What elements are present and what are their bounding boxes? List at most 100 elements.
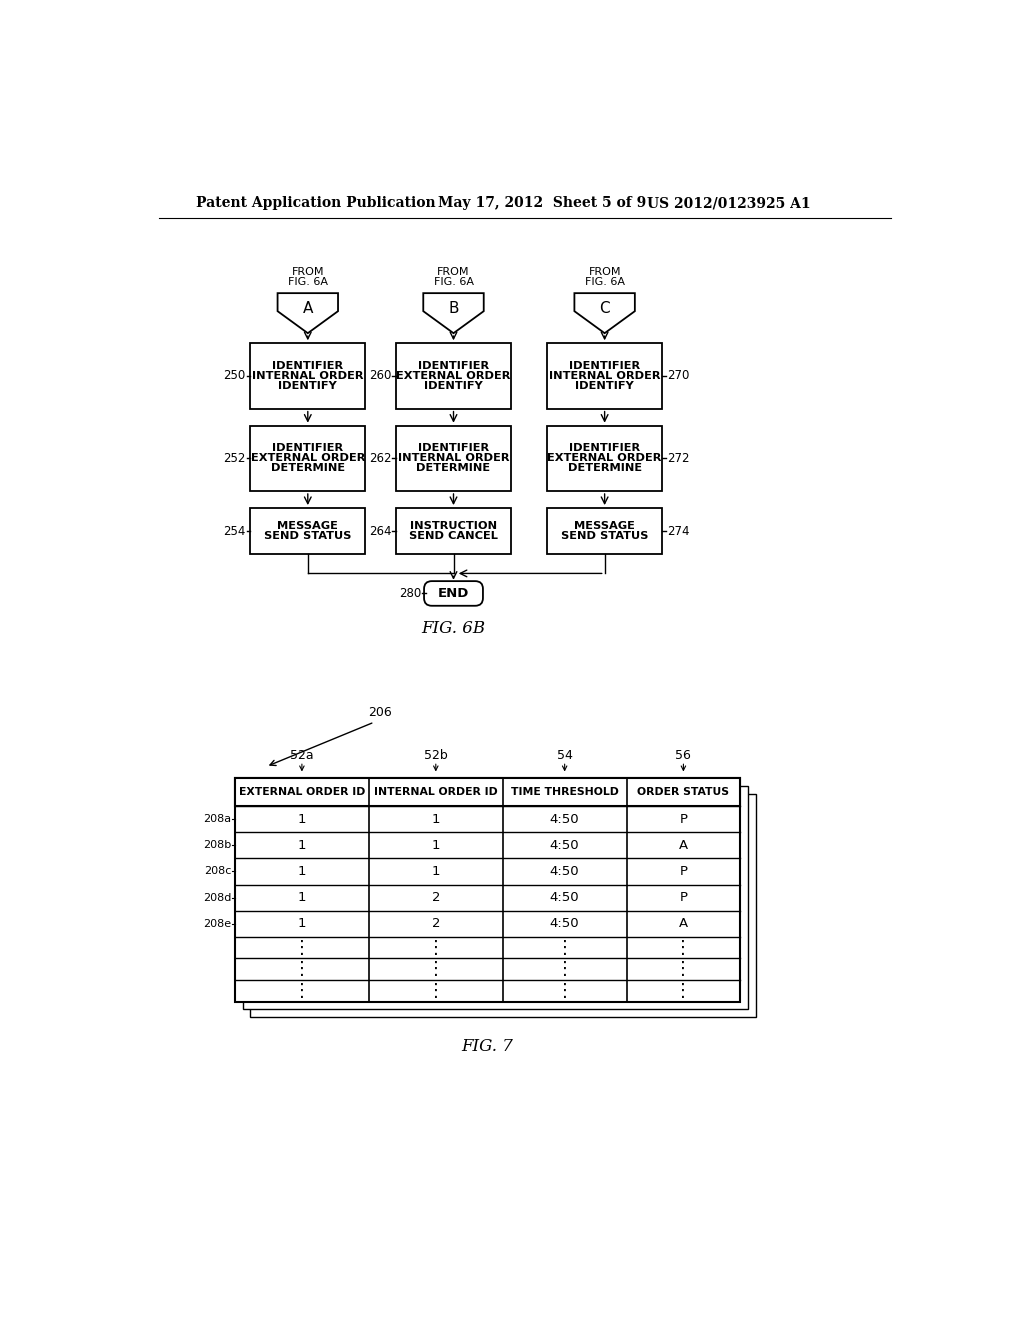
Text: FROM: FROM [589,268,621,277]
Text: 208c: 208c [204,866,231,876]
Text: DETERMINE: DETERMINE [417,463,490,474]
Text: 272: 272 [667,451,689,465]
Text: 208a: 208a [203,814,231,824]
Text: FROM: FROM [437,268,470,277]
Text: IDENTIFIER: IDENTIFIER [569,444,640,453]
Text: IDENTIFIER: IDENTIFIER [272,360,343,371]
Text: 274: 274 [667,524,689,537]
Text: 52a: 52a [290,748,313,762]
Polygon shape [574,293,635,333]
Text: FROM: FROM [292,268,324,277]
Text: A: A [679,917,688,931]
Text: 270: 270 [667,370,689,383]
Text: 254: 254 [223,524,246,537]
Text: 264: 264 [369,524,391,537]
Text: 1: 1 [431,838,440,851]
Bar [251,793,756,1016]
Bar [251,425,366,491]
Text: SEND CANCEL: SEND CANCEL [409,531,498,541]
Bar [243,785,748,1010]
Bar [234,779,740,807]
Text: 208b: 208b [203,841,231,850]
Text: IDENTIFIER: IDENTIFIER [418,444,489,453]
Bar [547,425,662,491]
Text: 1: 1 [298,813,306,825]
Text: EXTERNAL ORDER: EXTERNAL ORDER [396,371,511,381]
Text: INTERNAL ORDER: INTERNAL ORDER [397,453,509,463]
Text: FIG. 7: FIG. 7 [462,1038,514,1055]
Text: A: A [303,301,313,315]
Text: P: P [679,891,687,904]
Text: FIG. 6A: FIG. 6A [433,277,473,288]
Text: 252: 252 [223,451,246,465]
Text: 280: 280 [398,587,421,601]
Text: 1: 1 [431,865,440,878]
Text: IDENTIFY: IDENTIFY [424,381,483,391]
Text: ⋮: ⋮ [427,960,444,978]
Text: ⋮: ⋮ [675,982,692,999]
Text: 2: 2 [431,891,440,904]
Text: 1: 1 [298,917,306,931]
Bar [547,343,662,409]
Text: FIG. 6A: FIG. 6A [585,277,625,288]
Text: MESSAGE: MESSAGE [278,521,338,531]
Text: 4:50: 4:50 [550,838,580,851]
Text: 52b: 52b [424,748,447,762]
Text: DETERMINE: DETERMINE [567,463,642,474]
Text: B: B [449,301,459,315]
Text: ⋮: ⋮ [293,939,311,957]
Text: INTERNAL ORDER: INTERNAL ORDER [252,371,364,381]
Text: 4:50: 4:50 [550,917,580,931]
Text: SEND STATUS: SEND STATUS [264,531,351,541]
Text: ⋮: ⋮ [293,960,311,978]
Text: TIME THRESHOLD: TIME THRESHOLD [511,787,618,797]
Text: P: P [679,865,687,878]
Text: ⋮: ⋮ [675,939,692,957]
Text: C: C [599,301,610,315]
Text: 1: 1 [298,865,306,878]
Bar [547,508,662,554]
Text: ⋮: ⋮ [556,982,573,999]
Bar [234,779,740,1002]
Text: IDENTIFIER: IDENTIFIER [569,360,640,371]
Text: ⋮: ⋮ [427,939,444,957]
Text: 4:50: 4:50 [550,813,580,825]
Text: US 2012/0123925 A1: US 2012/0123925 A1 [647,197,811,210]
Bar [396,508,511,554]
Text: A: A [679,838,688,851]
Text: END: END [438,587,469,601]
Text: 1: 1 [298,891,306,904]
Text: 208d: 208d [203,892,231,903]
Text: INTERNAL ORDER ID: INTERNAL ORDER ID [374,787,498,797]
Polygon shape [278,293,338,333]
Text: 1: 1 [298,838,306,851]
Text: 250: 250 [223,370,246,383]
Text: ⋮: ⋮ [556,960,573,978]
Text: IDENTIFY: IDENTIFY [279,381,337,391]
FancyBboxPatch shape [424,581,483,606]
Text: 260: 260 [369,370,391,383]
Text: Patent Application Publication: Patent Application Publication [197,197,436,210]
Text: INSTRUCTION: INSTRUCTION [410,521,497,531]
Text: IDENTIFIER: IDENTIFIER [418,360,489,371]
Text: DETERMINE: DETERMINE [270,463,345,474]
Text: 56: 56 [676,748,691,762]
Text: ORDER STATUS: ORDER STATUS [637,787,729,797]
Bar [396,425,511,491]
Bar [251,508,366,554]
Text: 208e: 208e [203,919,231,929]
Text: FIG. 6B: FIG. 6B [422,620,485,638]
Text: IDENTIFIER: IDENTIFIER [272,444,343,453]
Text: 2: 2 [431,917,440,931]
Text: 1: 1 [431,813,440,825]
Text: EXTERNAL ORDER ID: EXTERNAL ORDER ID [239,787,366,797]
Text: 262: 262 [369,451,391,465]
Bar [396,343,511,409]
Text: ⋮: ⋮ [556,939,573,957]
Text: P: P [679,813,687,825]
Text: ⋮: ⋮ [675,960,692,978]
Text: 4:50: 4:50 [550,865,580,878]
Text: MESSAGE: MESSAGE [574,521,635,531]
Text: FIG. 6A: FIG. 6A [288,277,328,288]
Text: EXTERNAL ORDER: EXTERNAL ORDER [251,453,365,463]
